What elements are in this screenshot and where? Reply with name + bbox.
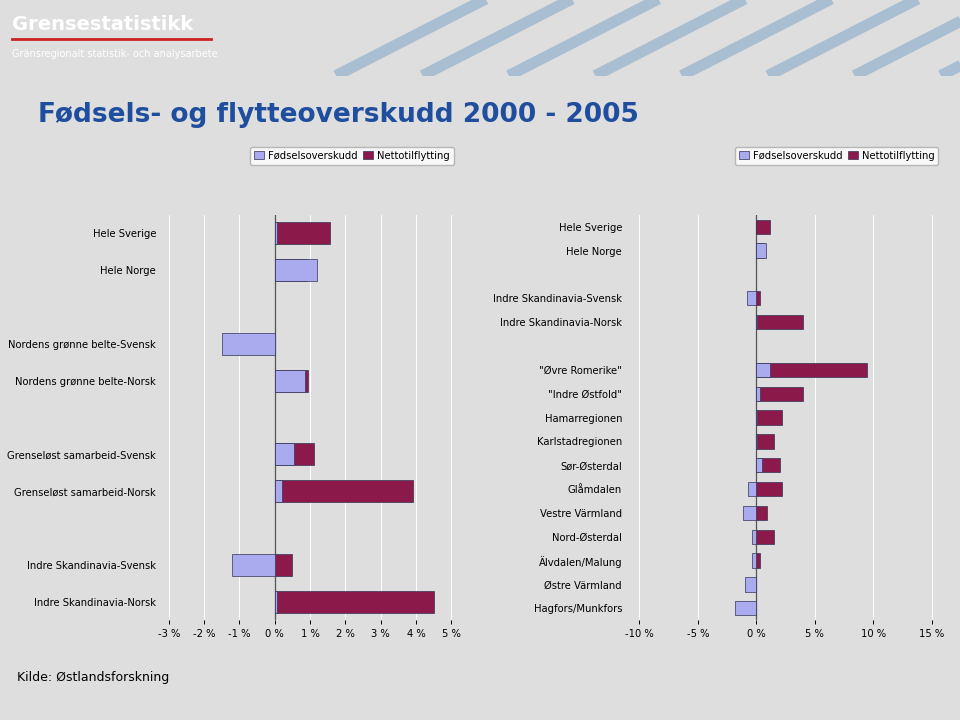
Legend: Fødselsoverskudd, Nettotilflytting: Fødselsoverskudd, Nettotilflytting — [251, 147, 453, 165]
Bar — [752, 554, 756, 567]
Bar — [756, 387, 759, 401]
Bar — [756, 410, 757, 425]
Bar — [756, 458, 762, 472]
Bar — [752, 530, 756, 544]
Bar — [275, 480, 413, 503]
Bar — [756, 554, 759, 567]
Bar — [275, 222, 329, 244]
Text: Fødsels- og flytteoverskudd 2000 - 2005: Fødsels- og flytteoverskudd 2000 - 2005 — [38, 102, 639, 128]
Bar — [275, 259, 317, 282]
Bar — [756, 482, 782, 496]
Bar — [756, 434, 774, 449]
Bar — [275, 590, 276, 613]
Bar — [756, 315, 803, 329]
Bar — [756, 243, 764, 258]
Bar — [756, 363, 770, 377]
Text: Gränsregionalt statistik- och analysarbete: Gränsregionalt statistik- och analysarbe… — [12, 49, 217, 59]
Bar — [743, 505, 756, 520]
Bar — [745, 577, 756, 592]
Bar — [735, 601, 756, 616]
Bar — [275, 554, 293, 576]
Bar — [275, 444, 294, 465]
Legend: Fødselsoverskudd, Nettotilflytting: Fødselsoverskudd, Nettotilflytting — [735, 147, 938, 165]
Bar — [756, 505, 767, 520]
Bar — [275, 222, 276, 244]
Bar — [756, 530, 774, 544]
Bar — [275, 590, 434, 613]
Bar — [747, 291, 756, 305]
Bar — [275, 259, 306, 282]
Bar — [275, 369, 305, 392]
Bar — [756, 243, 765, 258]
Bar — [756, 220, 770, 234]
Text: Kilde: Østlandsforskning: Kilde: Østlandsforskning — [17, 671, 170, 685]
Bar — [756, 291, 759, 305]
Bar — [756, 458, 780, 472]
Bar — [756, 363, 867, 377]
Bar — [275, 480, 282, 503]
Text: Grensestatistikk: Grensestatistikk — [12, 15, 193, 34]
Bar — [756, 410, 782, 425]
Bar — [275, 369, 308, 392]
Bar — [748, 482, 756, 496]
Bar — [756, 387, 803, 401]
Bar — [232, 554, 275, 576]
Bar — [275, 444, 314, 465]
Bar — [222, 333, 275, 355]
